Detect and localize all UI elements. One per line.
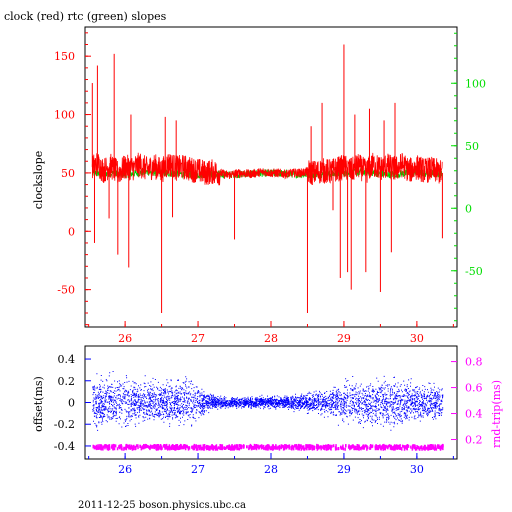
footer-text: 2011-12-25 boson.physics.ubc.ca <box>78 500 246 511</box>
y-tick-label: -0.4 <box>54 440 75 453</box>
x-tick-label: 28 <box>264 332 278 345</box>
offset-points <box>92 371 444 431</box>
bottom-panel: 0.40.20-0.2-0.4 0.80.60.40.2 26 27 28 29 30 … <box>32 345 503 476</box>
y-tick-label: -50 <box>57 284 75 297</box>
x-tick-label: 30 <box>410 463 424 476</box>
y-tick-label: 100 <box>54 109 75 122</box>
x-tick-label: 26 <box>118 463 132 476</box>
chart-title: clock (red) rtc (green) slopes <box>4 10 167 23</box>
bottom-left-axis: 0.4 0.2 0 -0.2 -0.4 <box>54 353 91 453</box>
y-tick-label: 100 <box>465 77 486 90</box>
x-tick-label: 29 <box>337 332 351 345</box>
top-x-axis: 26 27 28 29 30 <box>88 321 454 345</box>
bottom-right-axis: 0.8 0.6 0.4 0.2 <box>451 356 483 447</box>
y-tick-label: 0.2 <box>58 375 76 388</box>
y-tick-label: 0 <box>68 397 75 410</box>
y-tick-label: 0.2 <box>465 434 483 447</box>
bottom-right-axis-label: rnd-trip(ms) <box>490 380 503 448</box>
clock-series <box>91 44 443 313</box>
x-tick-label: 29 <box>337 463 351 476</box>
x-tick-label: 26 <box>118 332 132 345</box>
bottom-x-axis: 26 27 28 29 30 <box>88 453 454 476</box>
y-tick-label: 150 <box>54 50 75 63</box>
y-tick-label: 0.4 <box>465 408 483 421</box>
y-tick-label: 0.6 <box>465 382 483 395</box>
x-tick-label: 27 <box>191 332 205 345</box>
y-tick-label: 50 <box>465 140 479 153</box>
top-left-axis: 150 100 50 0 -50 <box>54 32 91 326</box>
y-tick-label: 0 <box>465 202 472 215</box>
x-tick-label: 30 <box>410 332 424 345</box>
y-tick-label: -50 <box>465 265 483 278</box>
y-tick-label: 0.8 <box>465 356 483 369</box>
x-tick-label: 27 <box>191 463 205 476</box>
y-tick-label: 0.4 <box>58 353 76 366</box>
rndtrip-series <box>92 443 444 451</box>
top-panel: 150 100 50 0 -50 100 50 0 -50 26 27 28 29 30 clocks… <box>32 26 486 345</box>
clock-line <box>91 152 443 186</box>
top-y-axis-label: clockslope <box>32 151 45 209</box>
offset-series <box>92 371 444 431</box>
top-plot-frame <box>84 26 458 328</box>
bottom-left-axis-label: offset(ms) <box>32 376 45 432</box>
y-tick-label: 50 <box>61 167 75 180</box>
y-tick-label: 0 <box>68 225 75 238</box>
y-tick-label: -0.2 <box>54 418 75 431</box>
top-right-axis: 100 50 0 -50 <box>451 32 486 322</box>
rndtrip-points <box>92 443 444 451</box>
x-tick-label: 28 <box>264 463 278 476</box>
